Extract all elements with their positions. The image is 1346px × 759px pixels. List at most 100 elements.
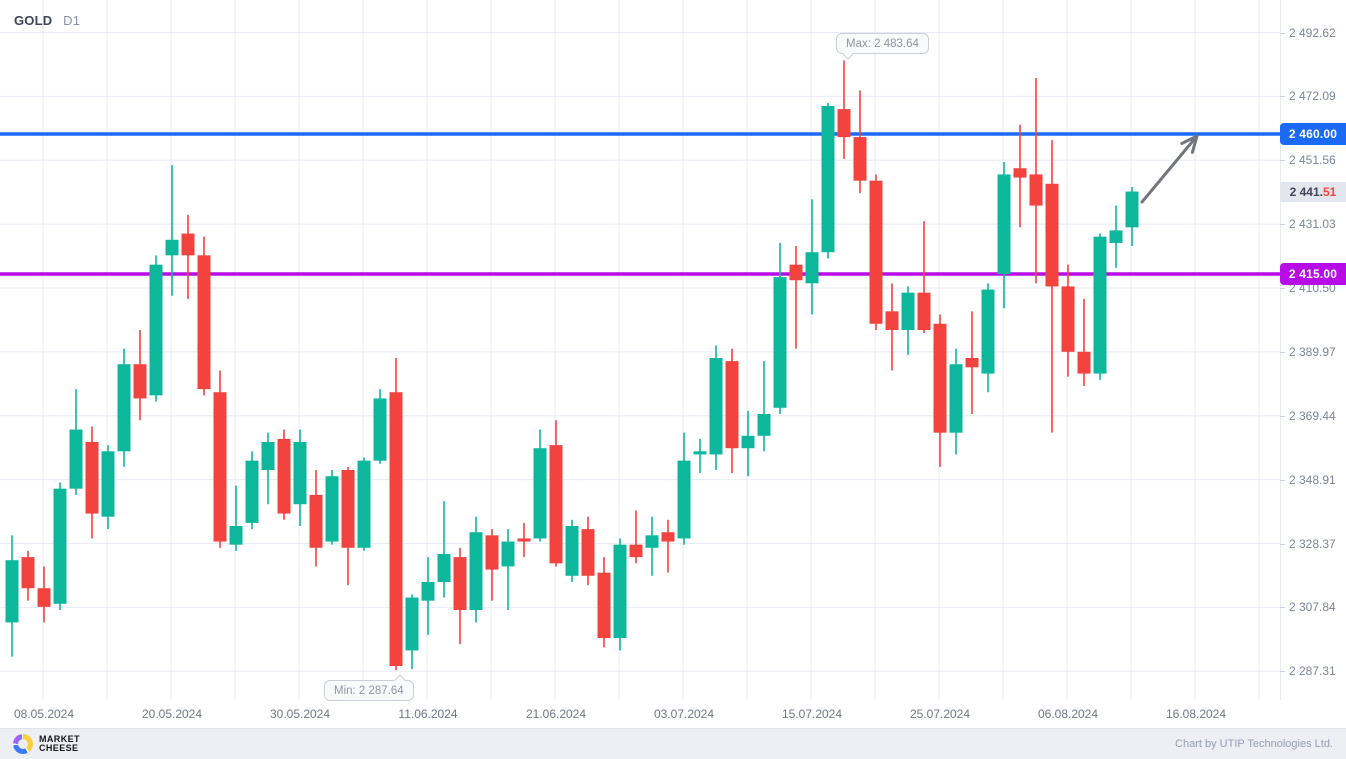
chart-credit-text: Chart by UTIP Technologies Ltd. <box>1175 738 1333 750</box>
y-axis-tick <box>1280 32 1285 34</box>
symbol-name: GOLD <box>14 13 53 28</box>
candle-body[interactable] <box>581 529 595 576</box>
candle-body[interactable] <box>5 560 19 623</box>
x-axis-date-label: 15.07.2024 <box>781 707 843 721</box>
candle-body[interactable] <box>389 392 403 666</box>
y-axis-tick <box>1280 543 1285 545</box>
y-axis-tick <box>1280 160 1285 162</box>
x-axis-date-label: 03.07.2024 <box>653 707 715 721</box>
candle-body[interactable] <box>885 311 899 330</box>
candle-body[interactable] <box>949 364 963 433</box>
x-axis-date-label: 16.08.2024 <box>1165 707 1227 721</box>
candle-body[interactable] <box>1013 168 1027 178</box>
timeframe-label: D1 <box>63 13 81 28</box>
candle-body[interactable] <box>741 435 755 449</box>
y-axis-tick <box>1280 351 1285 353</box>
candle-body[interactable] <box>213 392 227 542</box>
candle-body[interactable] <box>613 544 627 638</box>
candle-body[interactable] <box>1077 351 1091 374</box>
trend-arrow[interactable] <box>1140 134 1199 204</box>
candle-body[interactable] <box>757 413 771 436</box>
max-price-label: Max: 2 483.64 <box>846 37 919 50</box>
candle-body[interactable] <box>501 541 515 567</box>
candle-body[interactable] <box>549 445 563 564</box>
candle-body[interactable] <box>597 572 611 638</box>
candle-body[interactable] <box>1093 236 1107 374</box>
candle-body[interactable] <box>725 361 739 449</box>
y-axis-label: 2 287.31 <box>1289 664 1336 679</box>
candle-body[interactable] <box>149 264 163 396</box>
candle-body[interactable] <box>309 494 323 548</box>
candle-body[interactable] <box>421 581 435 601</box>
candle-body[interactable] <box>533 448 547 539</box>
candle-body[interactable] <box>933 323 947 433</box>
candle-body[interactable] <box>453 557 467 610</box>
candle-body[interactable] <box>837 109 851 138</box>
candle-body[interactable] <box>661 532 675 542</box>
candle-body[interactable] <box>133 364 147 399</box>
candle-body[interactable] <box>69 429 83 489</box>
x-axis-date-label: 08.05.2024 <box>13 707 75 721</box>
candle-body[interactable] <box>277 438 291 514</box>
candle-body[interactable] <box>437 553 451 582</box>
candle-body[interactable] <box>229 525 243 545</box>
candle-body[interactable] <box>677 460 691 539</box>
candle-body[interactable] <box>1061 286 1075 352</box>
candle-body[interactable] <box>37 588 51 607</box>
candle-body[interactable] <box>917 292 931 330</box>
support-price-badge[interactable]: 2 415.00 <box>1280 262 1346 285</box>
candle-body[interactable] <box>789 264 803 281</box>
candle-body[interactable] <box>1029 174 1043 206</box>
candle-body[interactable] <box>245 460 259 523</box>
candle-body[interactable] <box>965 357 979 368</box>
candle-body[interactable] <box>181 233 195 256</box>
candle-body[interactable] <box>1109 230 1123 243</box>
candle-body[interactable] <box>869 180 883 324</box>
candle-body[interactable] <box>805 252 819 284</box>
candle-body[interactable] <box>645 535 659 548</box>
chart-canvas[interactable] <box>0 0 1346 728</box>
candle-body[interactable] <box>693 451 707 455</box>
y-axis-label: 2 328.37 <box>1289 536 1336 551</box>
candle-body[interactable] <box>373 398 387 461</box>
candle-body[interactable] <box>773 277 787 408</box>
candle-body[interactable] <box>517 538 531 542</box>
candle-body[interactable] <box>53 488 67 604</box>
y-axis-tick <box>1280 607 1285 609</box>
candle-body[interactable] <box>197 255 211 390</box>
candle-body[interactable] <box>629 544 643 558</box>
candle-body[interactable] <box>261 441 275 470</box>
candle-body[interactable] <box>485 535 499 570</box>
candle-body[interactable] <box>325 476 339 542</box>
candle-body[interactable] <box>997 174 1011 274</box>
max-price-tooltip: Max: 2 483.64 <box>836 33 929 60</box>
resistance-price-badge[interactable]: 2 460.00 <box>1280 123 1346 145</box>
candle-body[interactable] <box>101 451 115 517</box>
candle-body[interactable] <box>341 469 355 548</box>
trend-arrow-head <box>1180 134 1199 145</box>
candle-body[interactable] <box>981 289 995 374</box>
candle-body[interactable] <box>469 532 483 610</box>
candle-body[interactable] <box>709 357 723 455</box>
candle-body[interactable] <box>1045 183 1059 287</box>
x-axis-date-label: 11.06.2024 <box>398 707 458 721</box>
y-axis-tick <box>1280 479 1285 481</box>
price-chart-area[interactable]: GOLD D1 Max: 2 483.64 Min: 2 287.64 2 46… <box>0 0 1346 728</box>
brand-line1: MARKET <box>39 733 80 744</box>
candle-body[interactable] <box>901 292 915 330</box>
candle-body[interactable] <box>357 460 371 548</box>
candle-body[interactable] <box>21 557 35 589</box>
support-price-value: 2 415.00 <box>1288 266 1338 281</box>
min-price-tooltip: Min: 2 287.64 <box>324 674 414 701</box>
candle-body[interactable] <box>117 364 131 452</box>
candle-body[interactable] <box>405 597 419 651</box>
y-axis-label: 2 369.44 <box>1289 408 1336 423</box>
candle-body[interactable] <box>821 106 835 253</box>
candle-body[interactable] <box>853 137 867 181</box>
candle-body[interactable] <box>565 525 579 576</box>
candle-body[interactable] <box>85 441 99 514</box>
candle-body[interactable] <box>293 441 307 505</box>
candle-body[interactable] <box>1125 191 1139 228</box>
candle-body[interactable] <box>165 239 179 256</box>
